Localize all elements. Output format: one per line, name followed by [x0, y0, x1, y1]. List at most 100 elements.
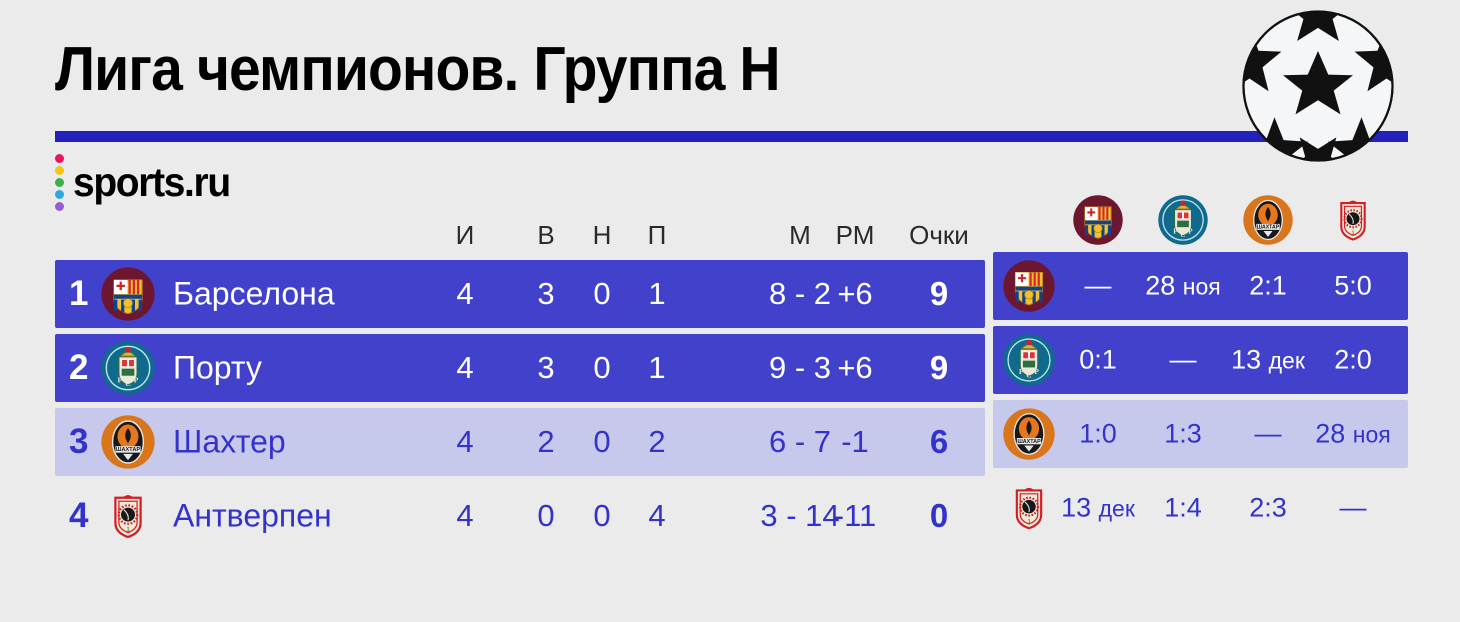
svg-text:C: C	[1026, 371, 1031, 380]
cell-played: 4	[456, 276, 474, 311]
matrix-cell: —	[1340, 493, 1367, 524]
cell-diff: -1	[841, 424, 869, 459]
antwerp-crest: 1	[1327, 194, 1379, 246]
matrix-cell-month: ноя	[1182, 273, 1221, 300]
cell-diff: -11	[833, 498, 877, 533]
table-row[interactable]: 4 1 Антверпен 4 0 0 4 3 - 14 -11 0	[55, 482, 985, 550]
matrix-cell: —	[1085, 271, 1112, 302]
matrix-cell: 1:4	[1164, 493, 1202, 524]
matrix-row[interactable]: — 28 ноя 2:1 5:0	[993, 252, 1408, 320]
standings-table: И В Н П М РМ Очки 1 Барселона 4 3 0 1 8 …	[55, 208, 985, 556]
matrix-cell-month: дек	[1268, 347, 1305, 374]
cell-played: 4	[456, 350, 474, 385]
row-team-name: Барселона	[173, 275, 335, 312]
row-team-name: Антверпен	[173, 497, 332, 534]
matrix-cell-value: —	[1254, 418, 1282, 449]
matrix-cell-value: 13	[1231, 344, 1262, 375]
matrix-cell-value: 1:4	[1164, 492, 1202, 523]
svg-text:F: F	[1019, 367, 1024, 376]
antwerp-crest: 1	[1002, 481, 1056, 535]
column-header-won: В	[537, 220, 555, 250]
cell-drawn: 0	[593, 276, 611, 311]
svg-text:P: P	[134, 376, 139, 385]
barcelona-crest	[1002, 259, 1056, 313]
shakhtar-crest: ШАХТАР	[100, 414, 156, 470]
svg-text:P: P	[1188, 228, 1193, 236]
matrix-header-row: F C P ШАХТАР	[993, 190, 1408, 252]
cell-goals: 8 - 2	[768, 276, 832, 311]
matrix-cell: 2:0	[1334, 345, 1372, 376]
porto-crest: F C P	[1157, 194, 1209, 246]
shakhtar-crest: ШАХТАР	[1242, 194, 1294, 246]
matrix-cell: 0:1	[1079, 345, 1117, 376]
cell-diff: +6	[837, 350, 873, 385]
table-row[interactable]: 2 F C P Порту 4 3 0 1 9 - 3 +6 9	[55, 334, 985, 402]
matrix-cell-value: 1:0	[1079, 418, 1117, 449]
cell-goals: 3 - 14	[760, 498, 840, 533]
row-rank: 4	[69, 496, 89, 535]
matrix-cell-month: дек	[1098, 495, 1135, 522]
table-row[interactable]: 1 Барселона 4 3 0 1 8 - 2 +6 9	[55, 260, 985, 328]
svg-text:C: C	[1180, 231, 1185, 239]
row-team-name: Шахтер	[173, 423, 286, 460]
column-header-diff: РМ	[835, 220, 875, 250]
svg-text:ШАХТАР: ШАХТАР	[1257, 225, 1280, 231]
cell-lost: 4	[648, 498, 666, 533]
brand-logo: sports.ru	[55, 154, 238, 211]
matrix-cell-value: 2:3	[1249, 492, 1287, 523]
matrix-cell: 2:1	[1249, 271, 1287, 302]
row-rank: 1	[69, 274, 89, 313]
brand-name: sports.ru	[73, 159, 231, 205]
row-team-name: Порту	[173, 349, 262, 386]
matrix-row[interactable]: F C P 0:1 — 13 дек 2:0	[993, 326, 1408, 394]
matrix-cell-value: —	[1169, 344, 1197, 375]
matrix-cell-value: 0:1	[1079, 344, 1117, 375]
cell-lost: 1	[648, 276, 666, 311]
matrix-row[interactable]: ШАХТАР 1:0 1:3 — 28 ноя	[993, 400, 1408, 468]
cell-won: 3	[537, 350, 555, 385]
column-header-drawn: Н	[592, 220, 612, 250]
cell-played: 4	[456, 424, 474, 459]
table-row[interactable]: 3 ШАХТАР Шахтер 4 2 0 2 6 - 7 -1 6	[55, 408, 985, 476]
porto-crest: F C P	[100, 340, 156, 396]
matrix-cell-value: 5:0	[1334, 270, 1372, 301]
matrix-cell: 1:0	[1079, 419, 1117, 450]
svg-text:ШАХТАР: ШАХТАР	[1017, 439, 1041, 445]
cell-won: 0	[537, 498, 555, 533]
cell-lost: 1	[648, 350, 666, 385]
page-title: Лига чемпионов. Группа H	[55, 35, 781, 104]
cell-played: 4	[456, 498, 474, 533]
cell-drawn: 0	[593, 498, 611, 533]
matrix-cell: 5:0	[1334, 271, 1372, 302]
shakhtar-crest: ШАХТАР	[1002, 407, 1056, 461]
svg-text:F: F	[1173, 228, 1178, 236]
matrix-cell: 13 дек	[1231, 345, 1305, 376]
svg-text:F: F	[118, 376, 123, 385]
cell-lost: 2	[648, 424, 666, 459]
matrix-cell-value: 28	[1315, 418, 1346, 449]
column-header-lost: П	[647, 220, 667, 250]
svg-text:P: P	[1034, 367, 1039, 376]
ucl-starball-icon	[1237, 5, 1399, 162]
row-rank: 2	[69, 348, 89, 387]
row-rank: 3	[69, 422, 89, 461]
matrix-cell-value: 2:0	[1334, 344, 1372, 375]
svg-text:ШАХТАР: ШАХТАР	[116, 447, 140, 453]
cell-goals: 6 - 7	[768, 424, 832, 459]
svg-text:1: 1	[126, 526, 130, 534]
barcelona-crest	[100, 266, 156, 322]
column-header-points: Очки	[909, 220, 969, 250]
matrix-cell-value: 2:1	[1249, 270, 1287, 301]
matrix-cell-value: 13	[1061, 492, 1092, 523]
matrix-cell: 2:3	[1249, 493, 1287, 524]
matrix-row[interactable]: 1 13 дек 1:4 2:3 —	[993, 474, 1408, 542]
barcelona-crest	[1072, 194, 1124, 246]
cell-won: 2	[537, 424, 555, 459]
matrix-cell: 28 ноя	[1315, 419, 1391, 450]
cell-drawn: 0	[593, 350, 611, 385]
matrix-cell-value: 1:3	[1164, 418, 1202, 449]
porto-crest: F C P	[1002, 333, 1056, 387]
matrix-cell-value: 28	[1145, 270, 1176, 301]
standings-header-row: И В Н П М РМ Очки	[55, 208, 985, 260]
column-header-played: И	[455, 220, 475, 250]
